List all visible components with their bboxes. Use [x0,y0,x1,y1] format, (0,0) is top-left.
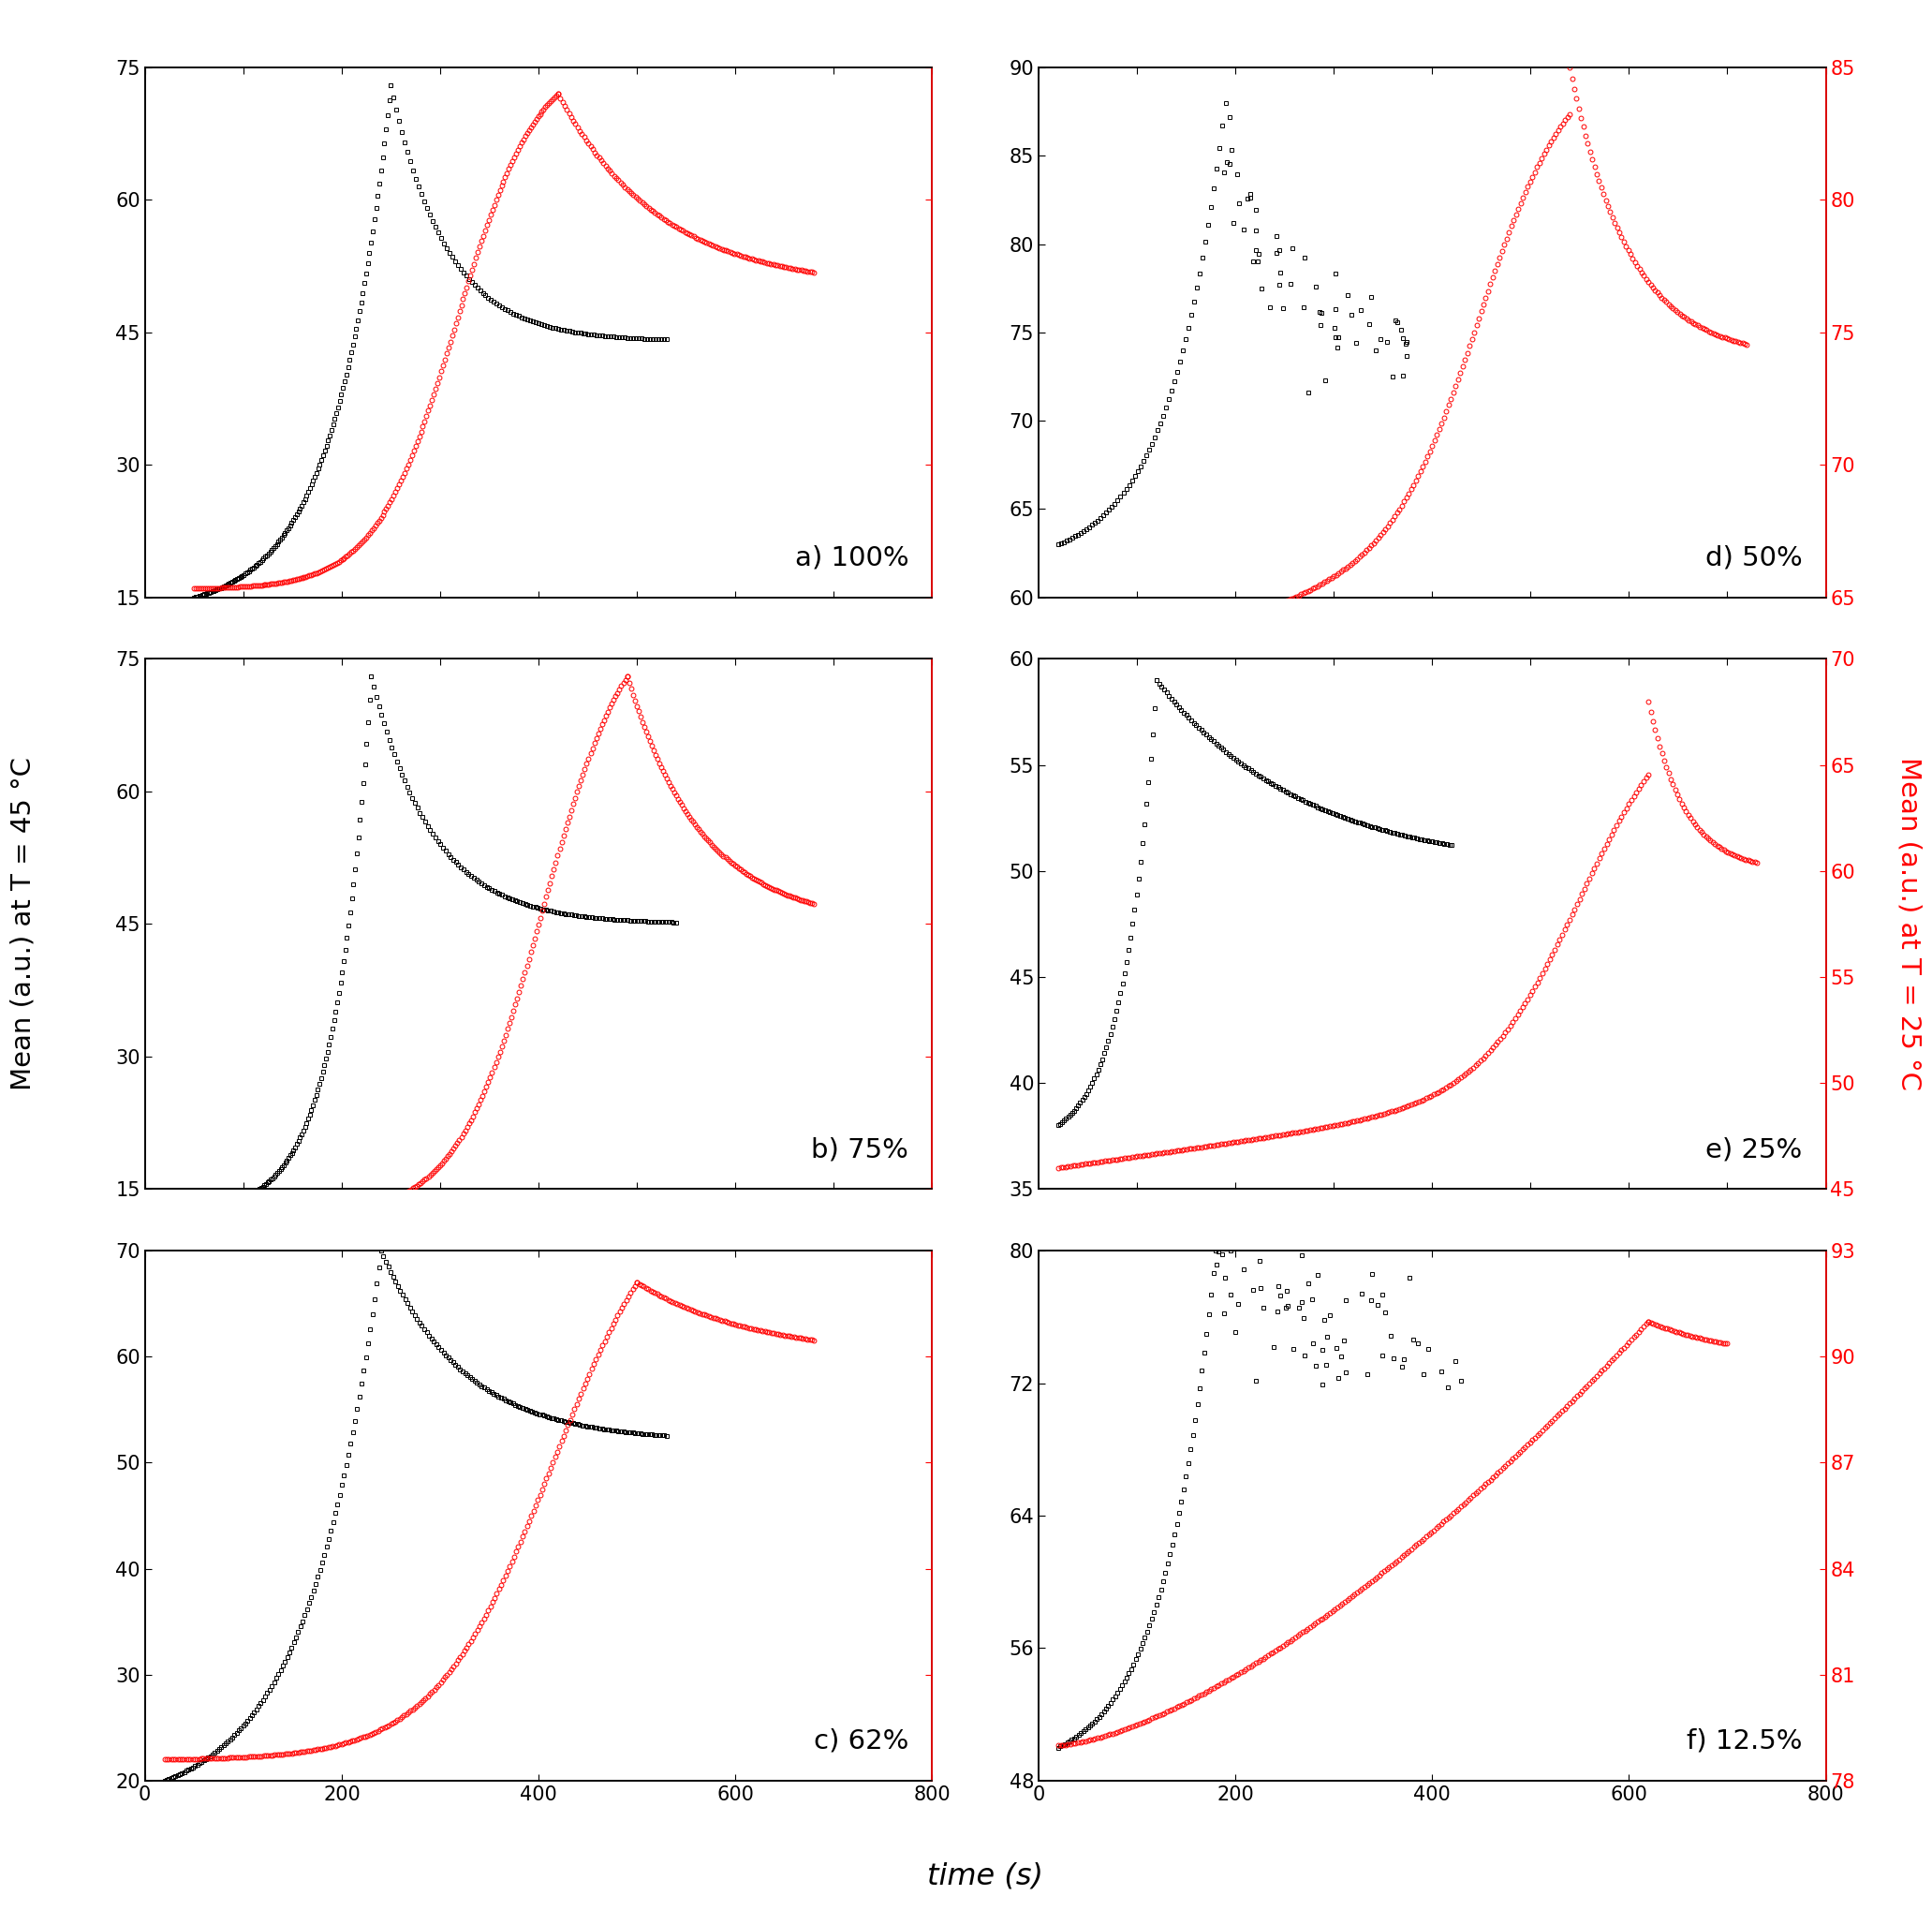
Text: time (s): time (s) [927,1861,1043,1890]
Text: b) 75%: b) 75% [811,1136,908,1163]
Text: a) 100%: a) 100% [794,545,908,572]
Text: e) 25%: e) 25% [1706,1136,1803,1163]
Text: Mean (a.u.) at T = 45 °C: Mean (a.u.) at T = 45 °C [10,757,37,1091]
Text: f) 12.5%: f) 12.5% [1687,1729,1803,1754]
Text: Mean (a.u.) at T = 25 °C: Mean (a.u.) at T = 25 °C [1895,757,1922,1091]
Text: d) 50%: d) 50% [1704,545,1803,572]
Text: c) 62%: c) 62% [813,1729,908,1754]
